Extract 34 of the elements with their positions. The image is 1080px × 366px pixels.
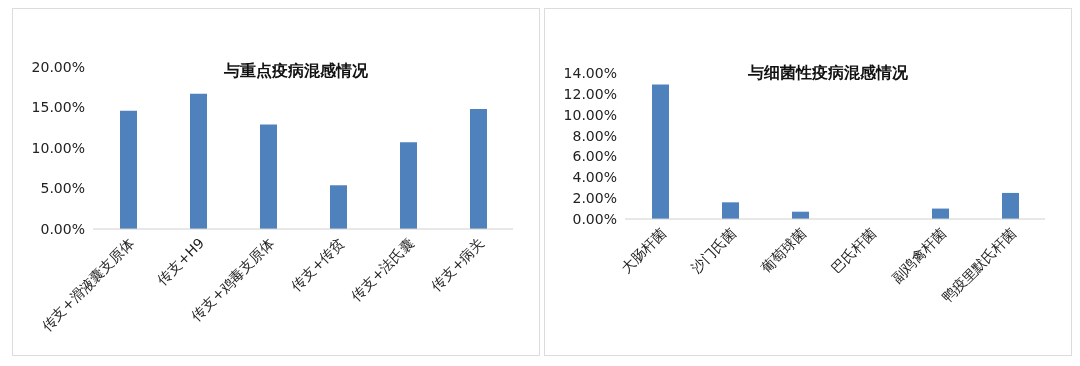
- chart-title: 与细菌性疫病混感情况: [748, 63, 908, 82]
- bar: [652, 84, 669, 219]
- y-tick-label: 10.00%: [563, 106, 617, 123]
- bar: [120, 110, 137, 229]
- y-tick-label: 10.00%: [31, 139, 85, 156]
- y-tick-label: 8.00%: [572, 127, 617, 144]
- x-tick-label: 巴氏杆菌: [828, 224, 880, 276]
- chart-title: 与重点疫病混感情况: [224, 61, 368, 80]
- bar: [260, 124, 277, 229]
- y-tick-label: 0.00%: [40, 220, 85, 237]
- y-tick-label: 5.00%: [40, 180, 85, 197]
- y-tick-label: 0.00%: [572, 210, 617, 227]
- y-tick-label: 2.00%: [572, 190, 617, 207]
- x-tick-label: 沙门氏菌: [688, 224, 740, 276]
- x-tick-label: 传支+滑液囊支原体: [38, 234, 138, 334]
- x-tick-label: 传支+H9: [154, 234, 208, 288]
- y-tick-label: 6.00%: [572, 148, 617, 165]
- y-tick-label: 15.00%: [31, 99, 85, 116]
- y-tick-label: 12.00%: [563, 85, 617, 102]
- bar: [190, 93, 207, 229]
- x-tick-label: 传支+法氏囊: [348, 234, 418, 304]
- x-tick-label: 传支+病关: [427, 234, 488, 295]
- bar: [470, 109, 487, 229]
- bar: [400, 142, 417, 229]
- bar: [1002, 192, 1019, 219]
- x-tick-label: 葡萄球菌: [758, 224, 810, 276]
- y-tick-label: 4.00%: [572, 169, 617, 186]
- x-tick-label: 副鸡禽杆菌: [888, 224, 950, 286]
- bar: [722, 202, 739, 219]
- x-tick-label: 传支+传贫: [287, 234, 348, 295]
- y-tick-label: 14.00%: [563, 64, 617, 81]
- x-tick-label: 大肠杆菌: [618, 224, 670, 276]
- bar: [330, 185, 347, 229]
- y-tick-label: 20.00%: [31, 58, 85, 75]
